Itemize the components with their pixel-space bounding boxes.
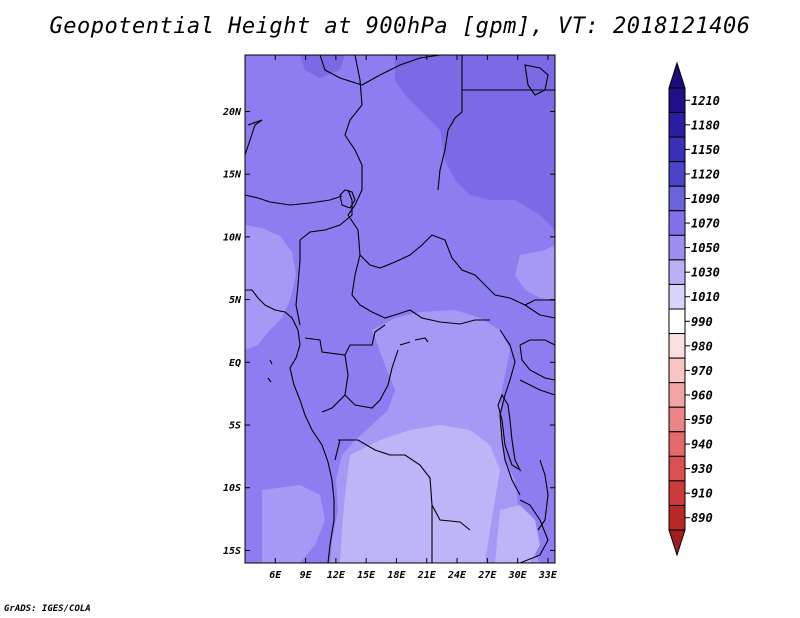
chart-title: Geopotential Height at 900hPa [gpm], VT:… — [49, 14, 751, 39]
border-libya-sudan — [319, 54, 555, 191]
colorbar-label: 910 — [691, 487, 713, 501]
border-angola-zambia — [334, 439, 471, 563]
lon-tick-label: 18E — [387, 570, 406, 581]
colorbar-swatch — [668, 382, 686, 408]
colorbar-label: 1090 — [691, 192, 720, 206]
lat-tick-label: 15S — [223, 546, 241, 557]
map-frame — [244, 54, 556, 564]
nile-region — [524, 64, 549, 96]
field-1050-southwest — [262, 485, 325, 563]
lat-tick-label: 10N — [223, 232, 242, 243]
colorbar-swatch — [668, 185, 686, 212]
colorbar-swatch — [668, 308, 686, 335]
colorbar-top-arrow — [668, 61, 686, 89]
field-1050-east — [515, 245, 555, 300]
colorbar-label: 930 — [691, 462, 713, 476]
colorbar-swatch — [668, 406, 686, 433]
colorbar-label: 950 — [691, 413, 713, 427]
colorbar-label: 990 — [691, 315, 713, 329]
lon-tick-label: 24E — [447, 570, 467, 581]
lat-tick-label: 5S — [229, 421, 241, 432]
grads-credit: GrADS: IGES/COLA — [4, 604, 91, 614]
colorbar-label: 1070 — [691, 217, 720, 231]
border-east-coast — [519, 299, 556, 564]
colorbar: 1210 1180 1150 1120 1090 1070 1050 1030 1010 990 9… — [668, 61, 720, 557]
latitude-axis: 20N 15N 10N 5N EQ 5S 10S 15S — [222, 107, 555, 557]
lake-chad — [339, 189, 356, 209]
lat-tick-label: 5N — [229, 295, 242, 306]
lake-malawi — [537, 459, 549, 531]
lon-tick-label: 30E — [508, 570, 528, 581]
border-chad — [344, 54, 556, 319]
colorbar-swatch — [668, 455, 686, 482]
colorbar-swatch — [668, 210, 686, 236]
lake-victoria — [519, 339, 556, 381]
border-nigeria-cameroon — [295, 189, 353, 326]
field-1030-south-east — [495, 505, 540, 563]
colorbar-bottom-arrow — [668, 529, 686, 557]
colorbar-swatch — [668, 87, 686, 114]
colorbar-label: 1180 — [691, 118, 720, 132]
colorbar-swatch — [668, 333, 686, 359]
colorbar-swatch — [668, 234, 686, 261]
field-1030-south — [340, 425, 500, 563]
colorbar-swatch — [668, 259, 686, 285]
lon-tick-label: 27E — [477, 570, 497, 581]
coastlines-borders — [244, 54, 556, 564]
border-drc-east — [499, 329, 521, 496]
lat-tick-label: EQ — [229, 358, 241, 369]
colorbar-label: 1210 — [691, 94, 720, 108]
lat-tick-label: 15N — [223, 170, 242, 181]
colorbar-label: 1010 — [691, 290, 720, 304]
colorbar-label: 940 — [691, 438, 713, 452]
colorbar-label: 1120 — [691, 167, 720, 181]
lon-tick-label: 15E — [357, 570, 376, 581]
colorbar-swatch — [668, 283, 686, 310]
field-1090-northeast — [395, 55, 555, 230]
colorbar-swatch — [668, 480, 686, 506]
colorbar-label: 1050 — [691, 241, 720, 255]
colorbar-label: 1030 — [691, 266, 720, 280]
colorbar-label: 980 — [691, 339, 713, 353]
field-1050-west — [245, 225, 296, 350]
coastline-west-africa — [244, 119, 343, 564]
colorbar-swatch — [668, 136, 686, 163]
border-gabon-congo — [304, 324, 399, 413]
lake-tanganyika — [497, 393, 522, 472]
colorbar-label: 970 — [691, 364, 713, 378]
colorbar-swatch — [668, 357, 686, 384]
colorbar-swatch — [668, 504, 686, 531]
colorbar-label: 1150 — [691, 143, 720, 157]
small-lakes — [267, 337, 429, 383]
longitude-axis: 6E 9E 12E 15E 18E 21E 24E 27E 30E 33E — [269, 55, 558, 581]
lon-tick-label: 33E — [538, 570, 558, 581]
border-car — [351, 254, 490, 325]
height-field — [245, 55, 555, 563]
colorbar-label: 960 — [691, 388, 713, 402]
lon-tick-label: 9E — [300, 570, 313, 581]
lon-tick-label: 6E — [269, 570, 282, 581]
colorbar-swatch — [668, 431, 686, 457]
lat-tick-label: 20N — [222, 107, 242, 118]
lon-tick-label: 21E — [417, 570, 437, 581]
lat-tick-label: 10S — [223, 483, 241, 494]
field-1090-north-small — [300, 55, 345, 78]
colorbar-swatch — [668, 112, 686, 138]
lon-tick-label: 12E — [327, 570, 346, 581]
colorbar-swatch — [668, 161, 686, 187]
colorbar-label: 890 — [691, 511, 713, 525]
